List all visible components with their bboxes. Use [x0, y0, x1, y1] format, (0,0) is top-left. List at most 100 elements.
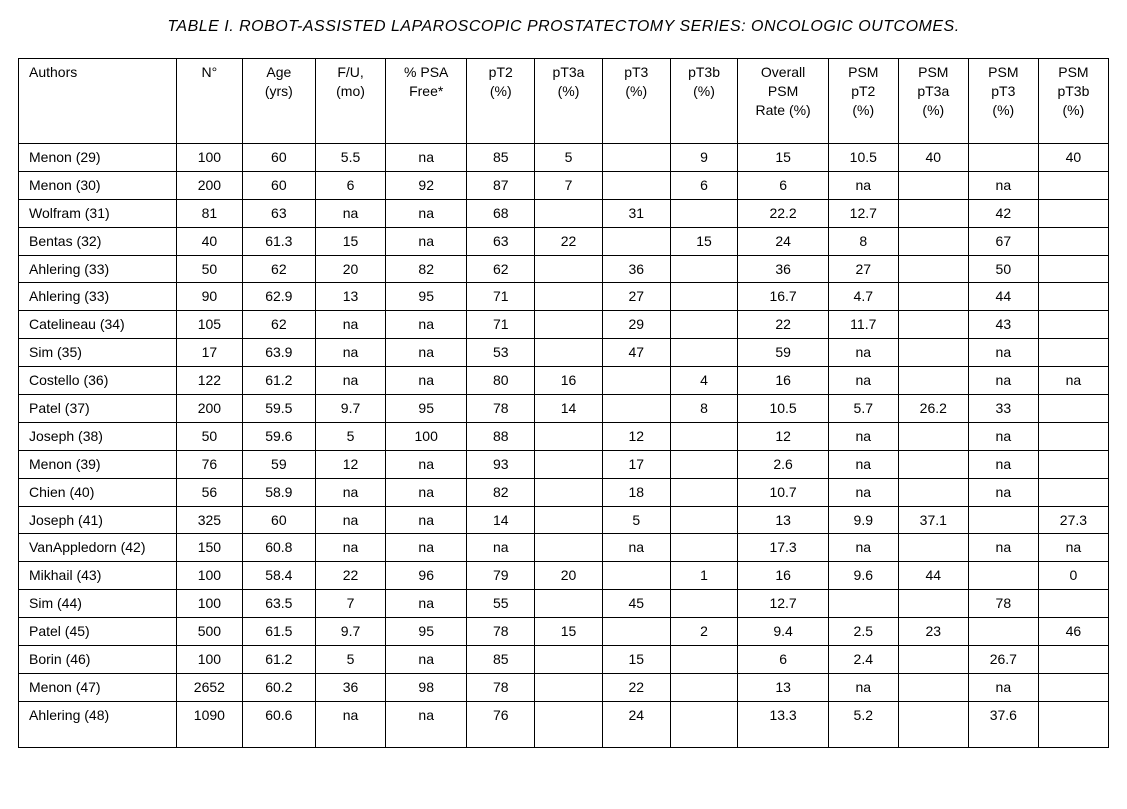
- cell-psmpt3: na: [968, 478, 1038, 506]
- cell-psa: 92: [386, 171, 467, 199]
- cell-ovpsm: 36: [738, 255, 828, 283]
- cell-psmpt2: na: [828, 478, 898, 506]
- cell-pt2: 82: [467, 478, 535, 506]
- oncologic-outcomes-table: AuthorsN°Age(yrs)F/U,(mo)% PSAFree*pT2(%…: [18, 58, 1109, 748]
- cell-pt2: 85: [467, 144, 535, 172]
- cell-authors: VanAppledorn (42): [19, 534, 177, 562]
- cell-psmpt2: 5.2: [828, 701, 898, 747]
- cell-authors: Patel (37): [19, 395, 177, 423]
- cell-authors: Menon (47): [19, 673, 177, 701]
- cell-psmpt3a: [898, 701, 968, 747]
- cell-psmpt2: 9.6: [828, 562, 898, 590]
- cell-authors: Wolfram (31): [19, 199, 177, 227]
- cell-n: 50: [177, 255, 243, 283]
- cell-pt3b: [670, 646, 738, 674]
- cell-psmpt3: na: [968, 534, 1038, 562]
- cell-authors: Ahlering (33): [19, 255, 177, 283]
- cell-fu: 7: [316, 590, 386, 618]
- table-row: Sim (44)10063.57na554512.778: [19, 590, 1109, 618]
- cell-psa: na: [386, 590, 467, 618]
- cell-pt3b: 9: [670, 144, 738, 172]
- header-pt2: pT2(%): [467, 59, 535, 144]
- cell-authors: Menon (39): [19, 450, 177, 478]
- cell-pt3a: [535, 422, 603, 450]
- cell-psmpt2: 2.4: [828, 646, 898, 674]
- cell-pt2: 71: [467, 283, 535, 311]
- cell-pt3b: [670, 339, 738, 367]
- cell-psmpt3a: 23: [898, 618, 968, 646]
- header-pt3b-line: pT3b: [677, 63, 732, 82]
- cell-authors: Sim (44): [19, 590, 177, 618]
- cell-pt3a: [535, 450, 603, 478]
- cell-psmpt3a: [898, 171, 968, 199]
- cell-psmpt2: na: [828, 450, 898, 478]
- header-psmpt3a-line: (%): [905, 101, 962, 120]
- cell-psmpt3: na: [968, 367, 1038, 395]
- cell-fu: na: [316, 534, 386, 562]
- cell-pt3b: [670, 199, 738, 227]
- cell-pt3: 36: [602, 255, 670, 283]
- cell-age: 60: [242, 144, 315, 172]
- cell-fu: 12: [316, 450, 386, 478]
- cell-pt3: 31: [602, 199, 670, 227]
- cell-age: 60.6: [242, 701, 315, 747]
- cell-fu: na: [316, 367, 386, 395]
- cell-psmpt3a: [898, 450, 968, 478]
- cell-psmpt3b: [1038, 590, 1108, 618]
- cell-pt3b: 1: [670, 562, 738, 590]
- cell-pt3b: [670, 422, 738, 450]
- cell-pt3b: [670, 701, 738, 747]
- cell-pt3: 17: [602, 450, 670, 478]
- header-psmpt3-line: (%): [975, 101, 1032, 120]
- header-pt3-line: pT3: [609, 63, 664, 82]
- cell-authors: Ahlering (48): [19, 701, 177, 747]
- cell-pt3a: [535, 339, 603, 367]
- cell-ovpsm: 22.2: [738, 199, 828, 227]
- header-psa-line: % PSA: [392, 63, 460, 82]
- header-pt3b: pT3b(%): [670, 59, 738, 144]
- cell-fu: na: [316, 311, 386, 339]
- cell-psmpt3b: [1038, 227, 1108, 255]
- cell-n: 100: [177, 590, 243, 618]
- cell-psmpt3b: [1038, 171, 1108, 199]
- cell-pt3b: [670, 478, 738, 506]
- cell-authors: Catelineau (34): [19, 311, 177, 339]
- cell-psmpt3: na: [968, 171, 1038, 199]
- cell-pt2: 53: [467, 339, 535, 367]
- cell-pt3b: 6: [670, 171, 738, 199]
- cell-n: 500: [177, 618, 243, 646]
- cell-psa: 95: [386, 283, 467, 311]
- cell-age: 63.5: [242, 590, 315, 618]
- cell-pt3b: [670, 311, 738, 339]
- cell-n: 100: [177, 144, 243, 172]
- cell-n: 100: [177, 646, 243, 674]
- cell-pt2: 68: [467, 199, 535, 227]
- cell-pt2: 93: [467, 450, 535, 478]
- cell-pt3: 47: [602, 339, 670, 367]
- cell-pt3b: 4: [670, 367, 738, 395]
- cell-age: 58.9: [242, 478, 315, 506]
- cell-pt3a: 14: [535, 395, 603, 423]
- cell-n: 56: [177, 478, 243, 506]
- cell-psmpt2: na: [828, 673, 898, 701]
- cell-pt3b: [670, 450, 738, 478]
- cell-psmpt3: 37.6: [968, 701, 1038, 747]
- cell-pt3a: [535, 255, 603, 283]
- cell-pt3: 5: [602, 506, 670, 534]
- table-row: Borin (46)10061.25na851562.426.7: [19, 646, 1109, 674]
- cell-psmpt3: na: [968, 339, 1038, 367]
- cell-authors: Costello (36): [19, 367, 177, 395]
- cell-ovpsm: 13: [738, 673, 828, 701]
- cell-psmpt3a: 44: [898, 562, 968, 590]
- cell-fu: na: [316, 199, 386, 227]
- cell-psa: na: [386, 534, 467, 562]
- cell-age: 59.5: [242, 395, 315, 423]
- cell-pt3: 24: [602, 701, 670, 747]
- table-row: Menon (29)100605.5na85591510.54040: [19, 144, 1109, 172]
- cell-authors: Menon (29): [19, 144, 177, 172]
- cell-age: 63.9: [242, 339, 315, 367]
- cell-psmpt3a: [898, 311, 968, 339]
- cell-pt2: 88: [467, 422, 535, 450]
- cell-psmpt3b: [1038, 478, 1108, 506]
- cell-psa: na: [386, 199, 467, 227]
